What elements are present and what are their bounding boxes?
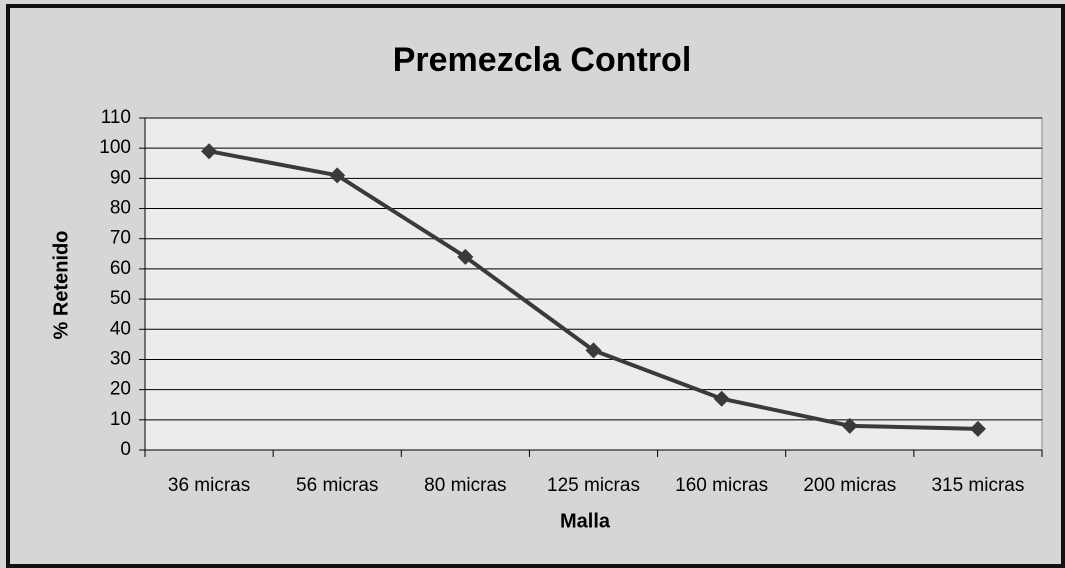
marker xyxy=(969,420,986,437)
y-tick-label: 30 xyxy=(110,348,131,369)
x-tick-label: 80 micras xyxy=(424,475,506,496)
x-tick-label: 200 micras xyxy=(803,475,896,496)
y-tick-label: 40 xyxy=(110,318,131,339)
x-tick-label: 36 micras xyxy=(168,475,250,496)
frame xyxy=(6,4,1065,568)
y-tick-label: 100 xyxy=(99,137,131,158)
x-tick-label: 125 micras xyxy=(547,475,640,496)
y-tick-label: 60 xyxy=(110,258,131,279)
x-tick-label: 56 micras xyxy=(296,475,378,496)
plot-area xyxy=(144,117,1043,451)
y-tick-label: 110 xyxy=(101,107,131,128)
marker xyxy=(713,390,730,407)
x-tick-label: 160 micras xyxy=(675,475,768,496)
y-tick-label: 70 xyxy=(110,228,131,249)
x-axis-label: Malla xyxy=(560,510,611,532)
y-tick-label: 10 xyxy=(110,409,131,430)
y-tick-label: 0 xyxy=(120,439,131,460)
y-tick-label: 20 xyxy=(110,379,131,400)
y-tick-label: 50 xyxy=(110,288,131,309)
y-tick-label: 90 xyxy=(110,167,131,188)
x-tick-label: 315 micras xyxy=(931,475,1024,496)
y-axis-label: % Retenido xyxy=(50,231,72,340)
marker xyxy=(201,143,218,160)
marker xyxy=(841,417,858,434)
chart-title: Premezcla Control xyxy=(393,41,692,79)
marker xyxy=(457,248,474,265)
y-tick-label: 80 xyxy=(110,198,131,219)
marker xyxy=(329,167,346,184)
marker xyxy=(585,342,602,359)
